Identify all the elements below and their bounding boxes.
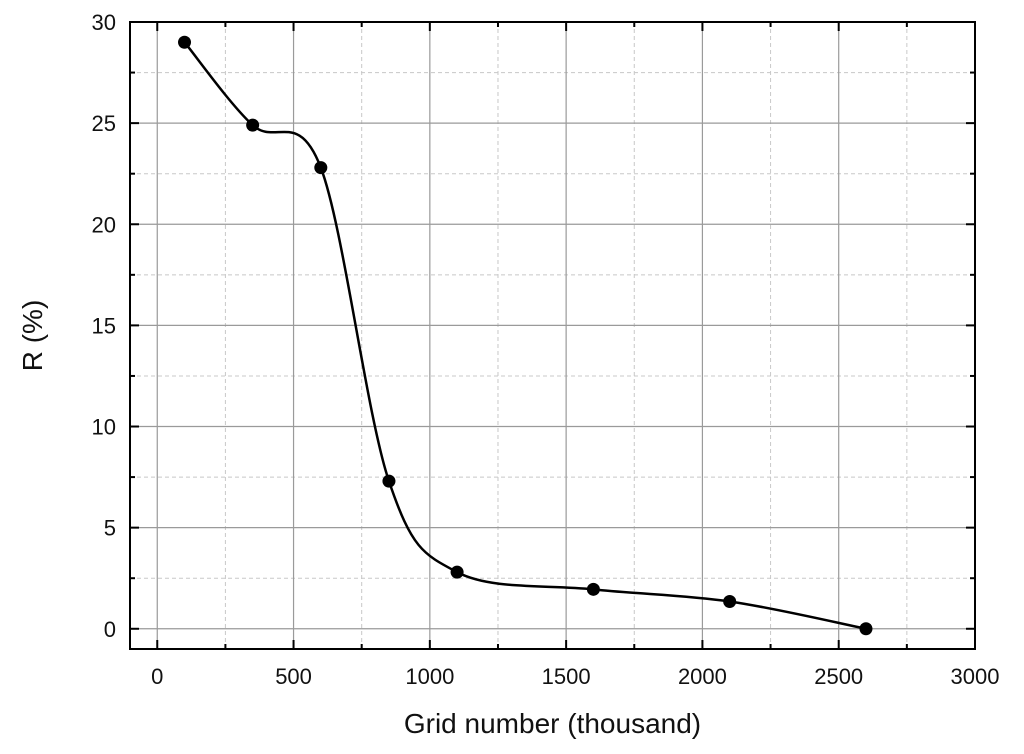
x-tick-label-6: 3000 <box>951 664 1000 689</box>
series-line <box>183 41 867 630</box>
x-tick-label-3: 1500 <box>542 664 591 689</box>
data-point-6 <box>723 594 737 608</box>
plot-frame <box>129 21 976 650</box>
y-tick-label-5: 25 <box>92 111 116 136</box>
y-tick-label-0: 0 <box>104 617 116 642</box>
y-tick-label-4: 20 <box>92 212 116 237</box>
data-point-3 <box>382 474 396 488</box>
y-tick-label-3: 15 <box>92 313 116 338</box>
x-tick-labels: 0 500 1000 1500 2000 2500 3000 <box>151 664 999 689</box>
data-point-4 <box>450 565 464 579</box>
y-tick-label-1: 5 <box>104 516 116 541</box>
major-gridlines <box>130 21 976 649</box>
data-point-0 <box>178 35 192 49</box>
x-tick-label-0: 0 <box>151 664 163 689</box>
x-axis-label: Grid number (thousand) <box>404 708 701 739</box>
x-tick-label-2: 1000 <box>405 664 454 689</box>
y-tick-label-2: 10 <box>92 415 116 440</box>
y-axis-label: R (%) <box>17 300 48 372</box>
minor-gridlines <box>130 22 975 649</box>
y-tick-labels: 0 5 10 15 20 25 30 <box>92 10 116 642</box>
data-point-1 <box>246 118 260 132</box>
axis-ticks <box>130 21 976 649</box>
data-point-7 <box>859 622 873 636</box>
data-point-2 <box>314 161 328 175</box>
x-tick-label-1: 500 <box>275 664 312 689</box>
y-tick-label-6: 30 <box>92 10 116 35</box>
x-tick-label-4: 2000 <box>678 664 727 689</box>
data-point-5 <box>586 582 600 596</box>
x-tick-label-5: 2500 <box>814 664 863 689</box>
data-points <box>178 35 873 636</box>
